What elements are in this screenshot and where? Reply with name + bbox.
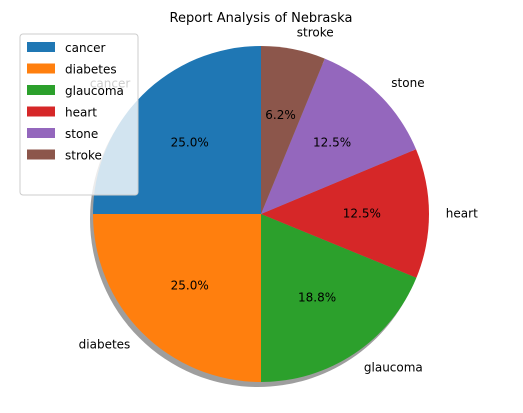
pie-slice-stone <box>261 58 417 215</box>
chart-title: Report Analysis of Nebraska <box>170 11 353 26</box>
legend-swatch-cancer <box>27 42 55 52</box>
pie-slice-heart <box>261 149 429 278</box>
pie-slice-stroke <box>261 46 325 214</box>
legend-label-cancer: cancer <box>65 41 106 55</box>
legend-swatch-diabetes <box>27 63 55 74</box>
legend: cancer diabetes glaucoma heart stone stroke <box>19 33 139 196</box>
pie-slice-glaucoma <box>261 214 417 382</box>
slice-percent-labels: 25.0% 25.0% 18.8% 12.5% 12.5% 6.2% <box>171 108 381 305</box>
legend-label-stroke: stroke <box>65 149 102 163</box>
slice-percent-label-diabetes: 25.0% <box>171 278 209 292</box>
slice-percent-label-stroke: 6.2% <box>265 108 296 122</box>
slice-percent-label-glaucoma: 18.8% <box>298 291 336 305</box>
legend-swatch-heart <box>27 106 55 117</box>
slice-percent-label-stone: 12.5% <box>313 136 351 150</box>
slice-category-label-stone: stone <box>391 76 424 90</box>
legend-items: cancer diabetes glaucoma heart stone stroke <box>27 41 124 163</box>
slice-category-label-stroke: stroke <box>297 26 334 40</box>
slice-category-label-diabetes: diabetes <box>79 338 131 352</box>
slice-category-label-glaucoma: glaucoma <box>364 361 423 375</box>
pie-slice-diabetes <box>93 214 261 382</box>
legend-label-heart: heart <box>65 106 97 120</box>
legend-swatch-stone <box>27 128 55 138</box>
legend-swatch-stroke <box>27 149 55 160</box>
legend-label-glaucoma: glaucoma <box>65 84 124 98</box>
legend-label-diabetes: diabetes <box>65 63 117 77</box>
slice-percent-label-heart: 12.5% <box>343 207 381 221</box>
legend-label-stone: stone <box>65 127 98 141</box>
slice-percent-label-cancer: 25.0% <box>171 136 209 150</box>
legend-swatch-glaucoma <box>27 85 55 95</box>
slice-category-label-heart: heart <box>446 206 478 220</box>
pie-slices <box>93 46 429 382</box>
